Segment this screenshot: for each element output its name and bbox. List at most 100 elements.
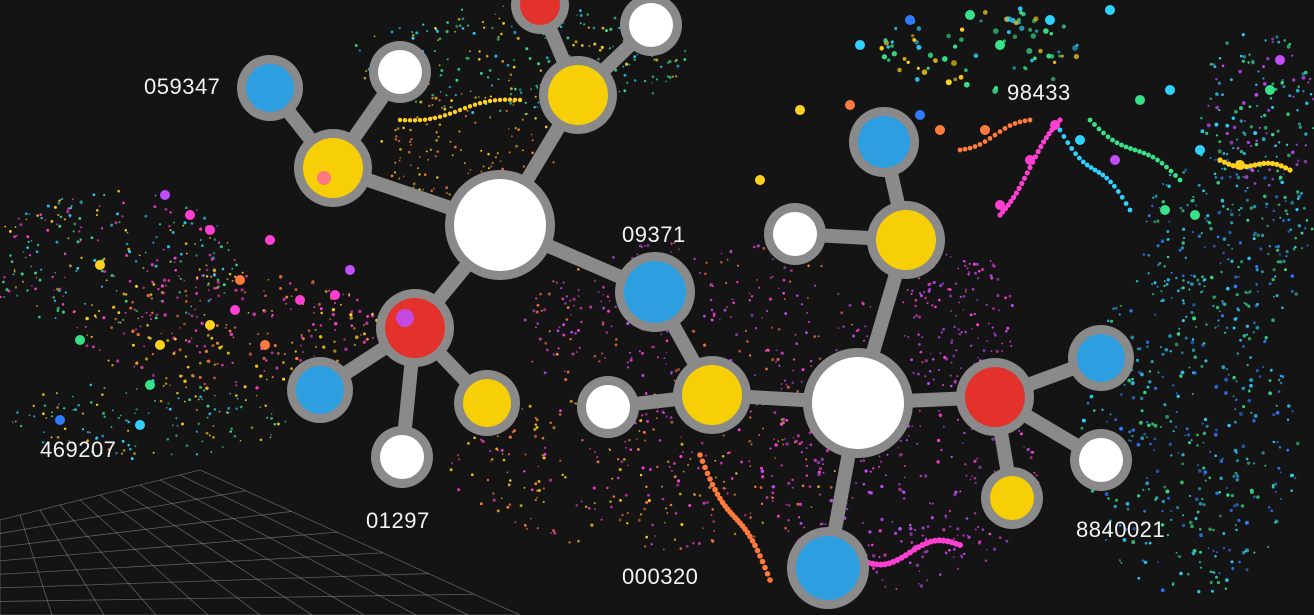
particle-dot xyxy=(938,298,941,302)
particle-dot xyxy=(90,335,93,338)
particle-dot xyxy=(183,400,186,403)
particle-dot xyxy=(53,289,55,292)
particle-dot xyxy=(1200,231,1204,235)
particle-dot xyxy=(142,286,145,290)
particle-dot xyxy=(643,79,647,83)
particle-dot xyxy=(806,296,809,299)
particle-dot xyxy=(1006,326,1010,330)
particle-dot xyxy=(711,285,714,288)
particle-dot xyxy=(528,57,532,60)
particle-dot xyxy=(168,407,172,411)
particle-dot xyxy=(543,446,547,450)
particle-dot xyxy=(618,468,622,472)
particle-dot xyxy=(563,370,566,373)
particle-dot xyxy=(213,363,216,366)
particle-dot xyxy=(1191,230,1194,234)
particle-dot xyxy=(530,133,533,136)
particle-dot xyxy=(917,342,921,346)
particle-dot xyxy=(1221,64,1225,68)
particle-dot xyxy=(754,327,758,330)
particle-dot xyxy=(86,439,89,442)
particle-dot xyxy=(397,139,401,143)
particle-dot xyxy=(784,437,786,440)
particle-dot xyxy=(670,420,674,424)
particle-dot xyxy=(1269,368,1273,372)
particle-dot xyxy=(121,439,125,443)
particle-dot xyxy=(263,369,266,372)
particle-dot xyxy=(855,40,865,50)
particle-dot xyxy=(185,252,188,255)
particle-dot xyxy=(63,218,67,221)
particle-dot xyxy=(1291,410,1294,413)
particle-dot xyxy=(198,268,201,271)
particle-dot xyxy=(794,333,797,336)
particle-dot xyxy=(271,375,274,379)
particle-dot xyxy=(1245,324,1250,328)
particle-dot xyxy=(1219,459,1224,463)
particle-dot xyxy=(1150,283,1154,286)
particle-dot xyxy=(407,118,413,123)
particle-dot xyxy=(1265,206,1268,209)
particle-dot xyxy=(955,349,958,352)
particle-dot xyxy=(1296,159,1300,162)
particle-dot xyxy=(127,443,130,447)
node-label: 469207 xyxy=(40,437,117,462)
particle-dot xyxy=(801,484,805,488)
particle-dot xyxy=(1023,446,1025,448)
particle-dot xyxy=(984,559,988,562)
particle-dot xyxy=(1184,169,1187,172)
particle-dot xyxy=(100,452,103,455)
particle-dot xyxy=(93,258,97,263)
particle-dot xyxy=(898,487,902,492)
particle-dot xyxy=(775,349,778,352)
particle-dot xyxy=(1290,489,1293,492)
particle-dot xyxy=(967,145,973,151)
particle-dot xyxy=(522,165,526,168)
particle-dot xyxy=(1255,83,1258,87)
particle-dot xyxy=(168,225,171,228)
particle-dot xyxy=(1114,418,1118,422)
particle-dot xyxy=(1217,319,1220,322)
particle-dot xyxy=(0,296,2,299)
particle-dot xyxy=(111,364,114,367)
particle-dot xyxy=(1174,342,1179,347)
particle-dot xyxy=(1181,286,1185,290)
particle-dot xyxy=(1127,207,1133,213)
particle-dot xyxy=(851,496,854,499)
particle-dot xyxy=(500,497,503,500)
particle-dot xyxy=(86,430,90,434)
particle-dot xyxy=(1280,180,1284,185)
particle-dot xyxy=(976,277,980,280)
particle-dot xyxy=(1168,334,1172,338)
particle-dot xyxy=(266,332,269,335)
particle-dot xyxy=(651,523,654,527)
particle-dot xyxy=(1038,48,1043,54)
particle-dot xyxy=(1218,140,1222,144)
particle-dot xyxy=(166,339,170,343)
particle-dot xyxy=(1269,160,1276,167)
particle-dot xyxy=(884,585,887,588)
particle-dot xyxy=(1225,367,1229,371)
particle-dot xyxy=(671,75,674,78)
particle-dot xyxy=(530,488,534,492)
particle-dot xyxy=(1231,203,1234,206)
particle-dot xyxy=(234,288,238,292)
particle-dot xyxy=(754,547,761,554)
particle-dot xyxy=(1277,141,1281,144)
particle-dot xyxy=(525,527,528,530)
particle-dot xyxy=(1109,519,1112,523)
particle-dot xyxy=(1263,176,1267,180)
particle-dot xyxy=(506,505,510,509)
particle-dot xyxy=(1231,116,1236,120)
particle-dot xyxy=(622,65,625,68)
particle-dot xyxy=(124,229,128,232)
particle-dot xyxy=(265,359,268,362)
particle-dot xyxy=(919,474,923,478)
particle-dot xyxy=(402,118,408,123)
particle-dot xyxy=(1278,378,1281,382)
particle-dot xyxy=(1284,209,1288,213)
particle-dot xyxy=(432,115,438,121)
particle-dot xyxy=(722,434,725,437)
particle-dot xyxy=(1284,268,1287,272)
particle-dot xyxy=(77,403,80,407)
